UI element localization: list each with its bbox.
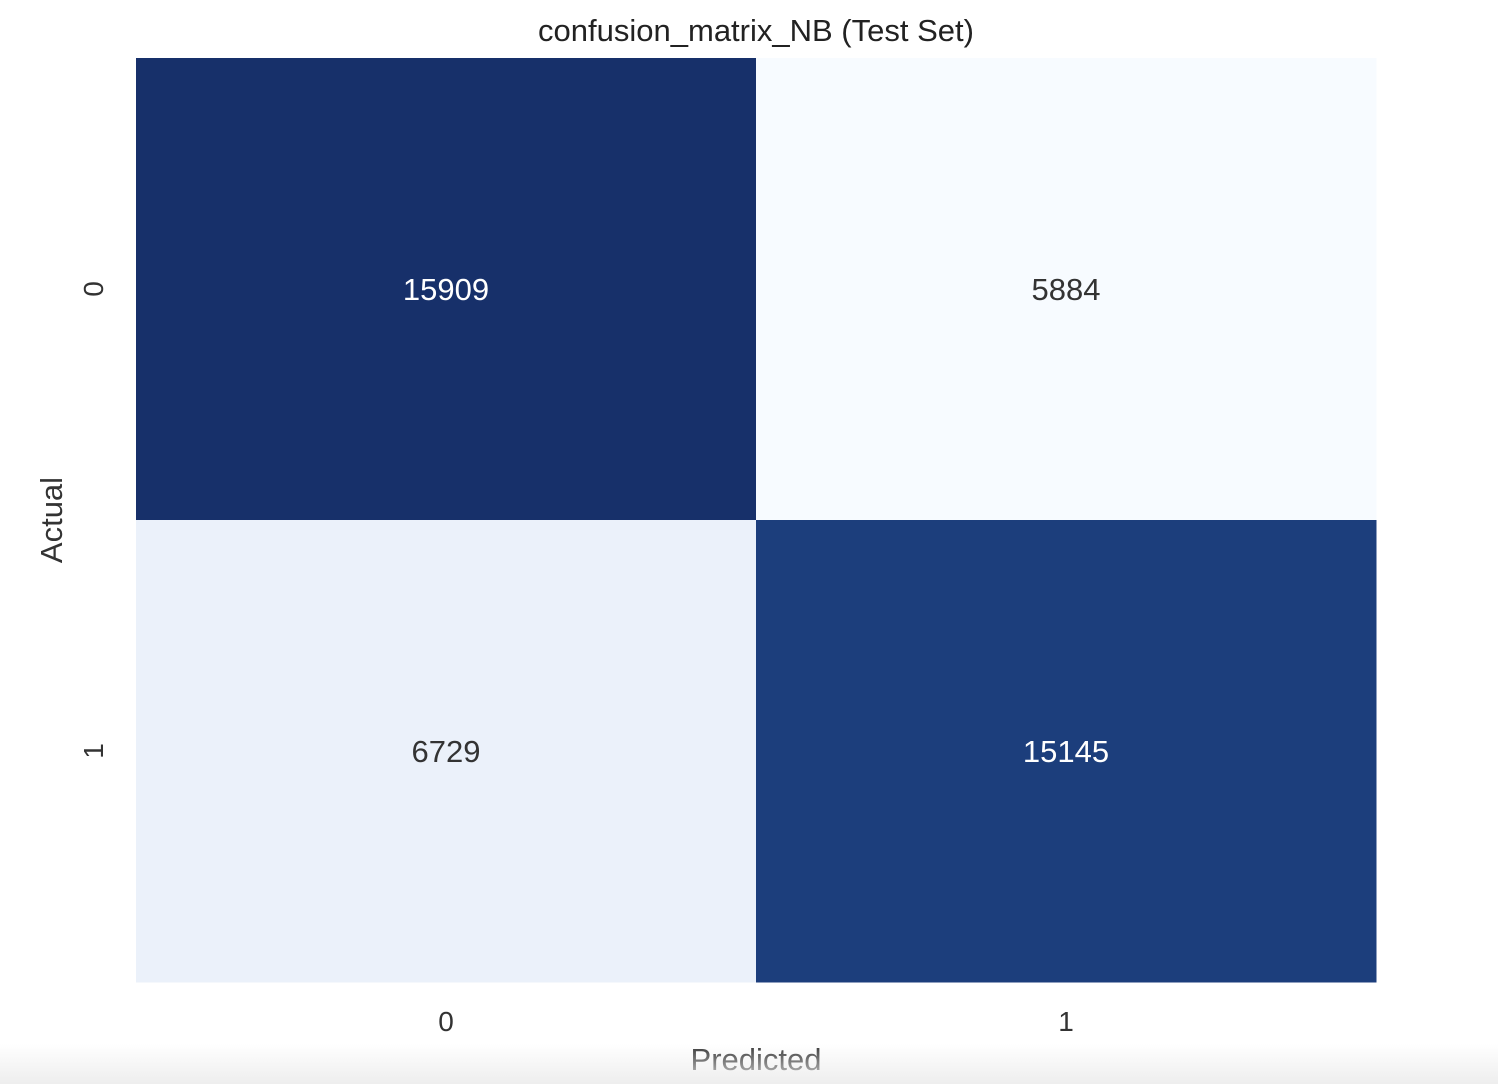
heatmap-cell-r1-c0 xyxy=(136,520,757,983)
heatmap-cell-labels: 15909 5884 6729 15145 xyxy=(403,272,1109,769)
y-axis-label: Actual xyxy=(34,477,69,563)
heatmap-cell-r0-c0 xyxy=(136,58,757,521)
cell-value-label-r0-c0: 15909 xyxy=(403,272,489,307)
x-tick-label-0: 0 xyxy=(438,1006,454,1037)
x-tick-label-1: 1 xyxy=(1058,1006,1074,1037)
heatmap-cell-r1-c1 xyxy=(756,520,1377,983)
cell-value-label-r1-c0: 6729 xyxy=(412,734,481,769)
y-tick-labels: 01 xyxy=(78,281,109,759)
y-tick-label-1: 1 xyxy=(78,743,109,759)
heatmap-cell-r0-c1 xyxy=(756,58,1377,521)
chart-title: confusion_matrix_NB (Test Set) xyxy=(538,13,974,48)
heatmap-cells xyxy=(136,58,1377,983)
y-tick-label-0: 0 xyxy=(78,281,109,297)
x-axis-label: Predicted xyxy=(691,1042,822,1077)
cell-value-label-r0-c1: 5884 xyxy=(1032,272,1101,307)
cell-value-label-r1-c1: 15145 xyxy=(1023,734,1109,769)
